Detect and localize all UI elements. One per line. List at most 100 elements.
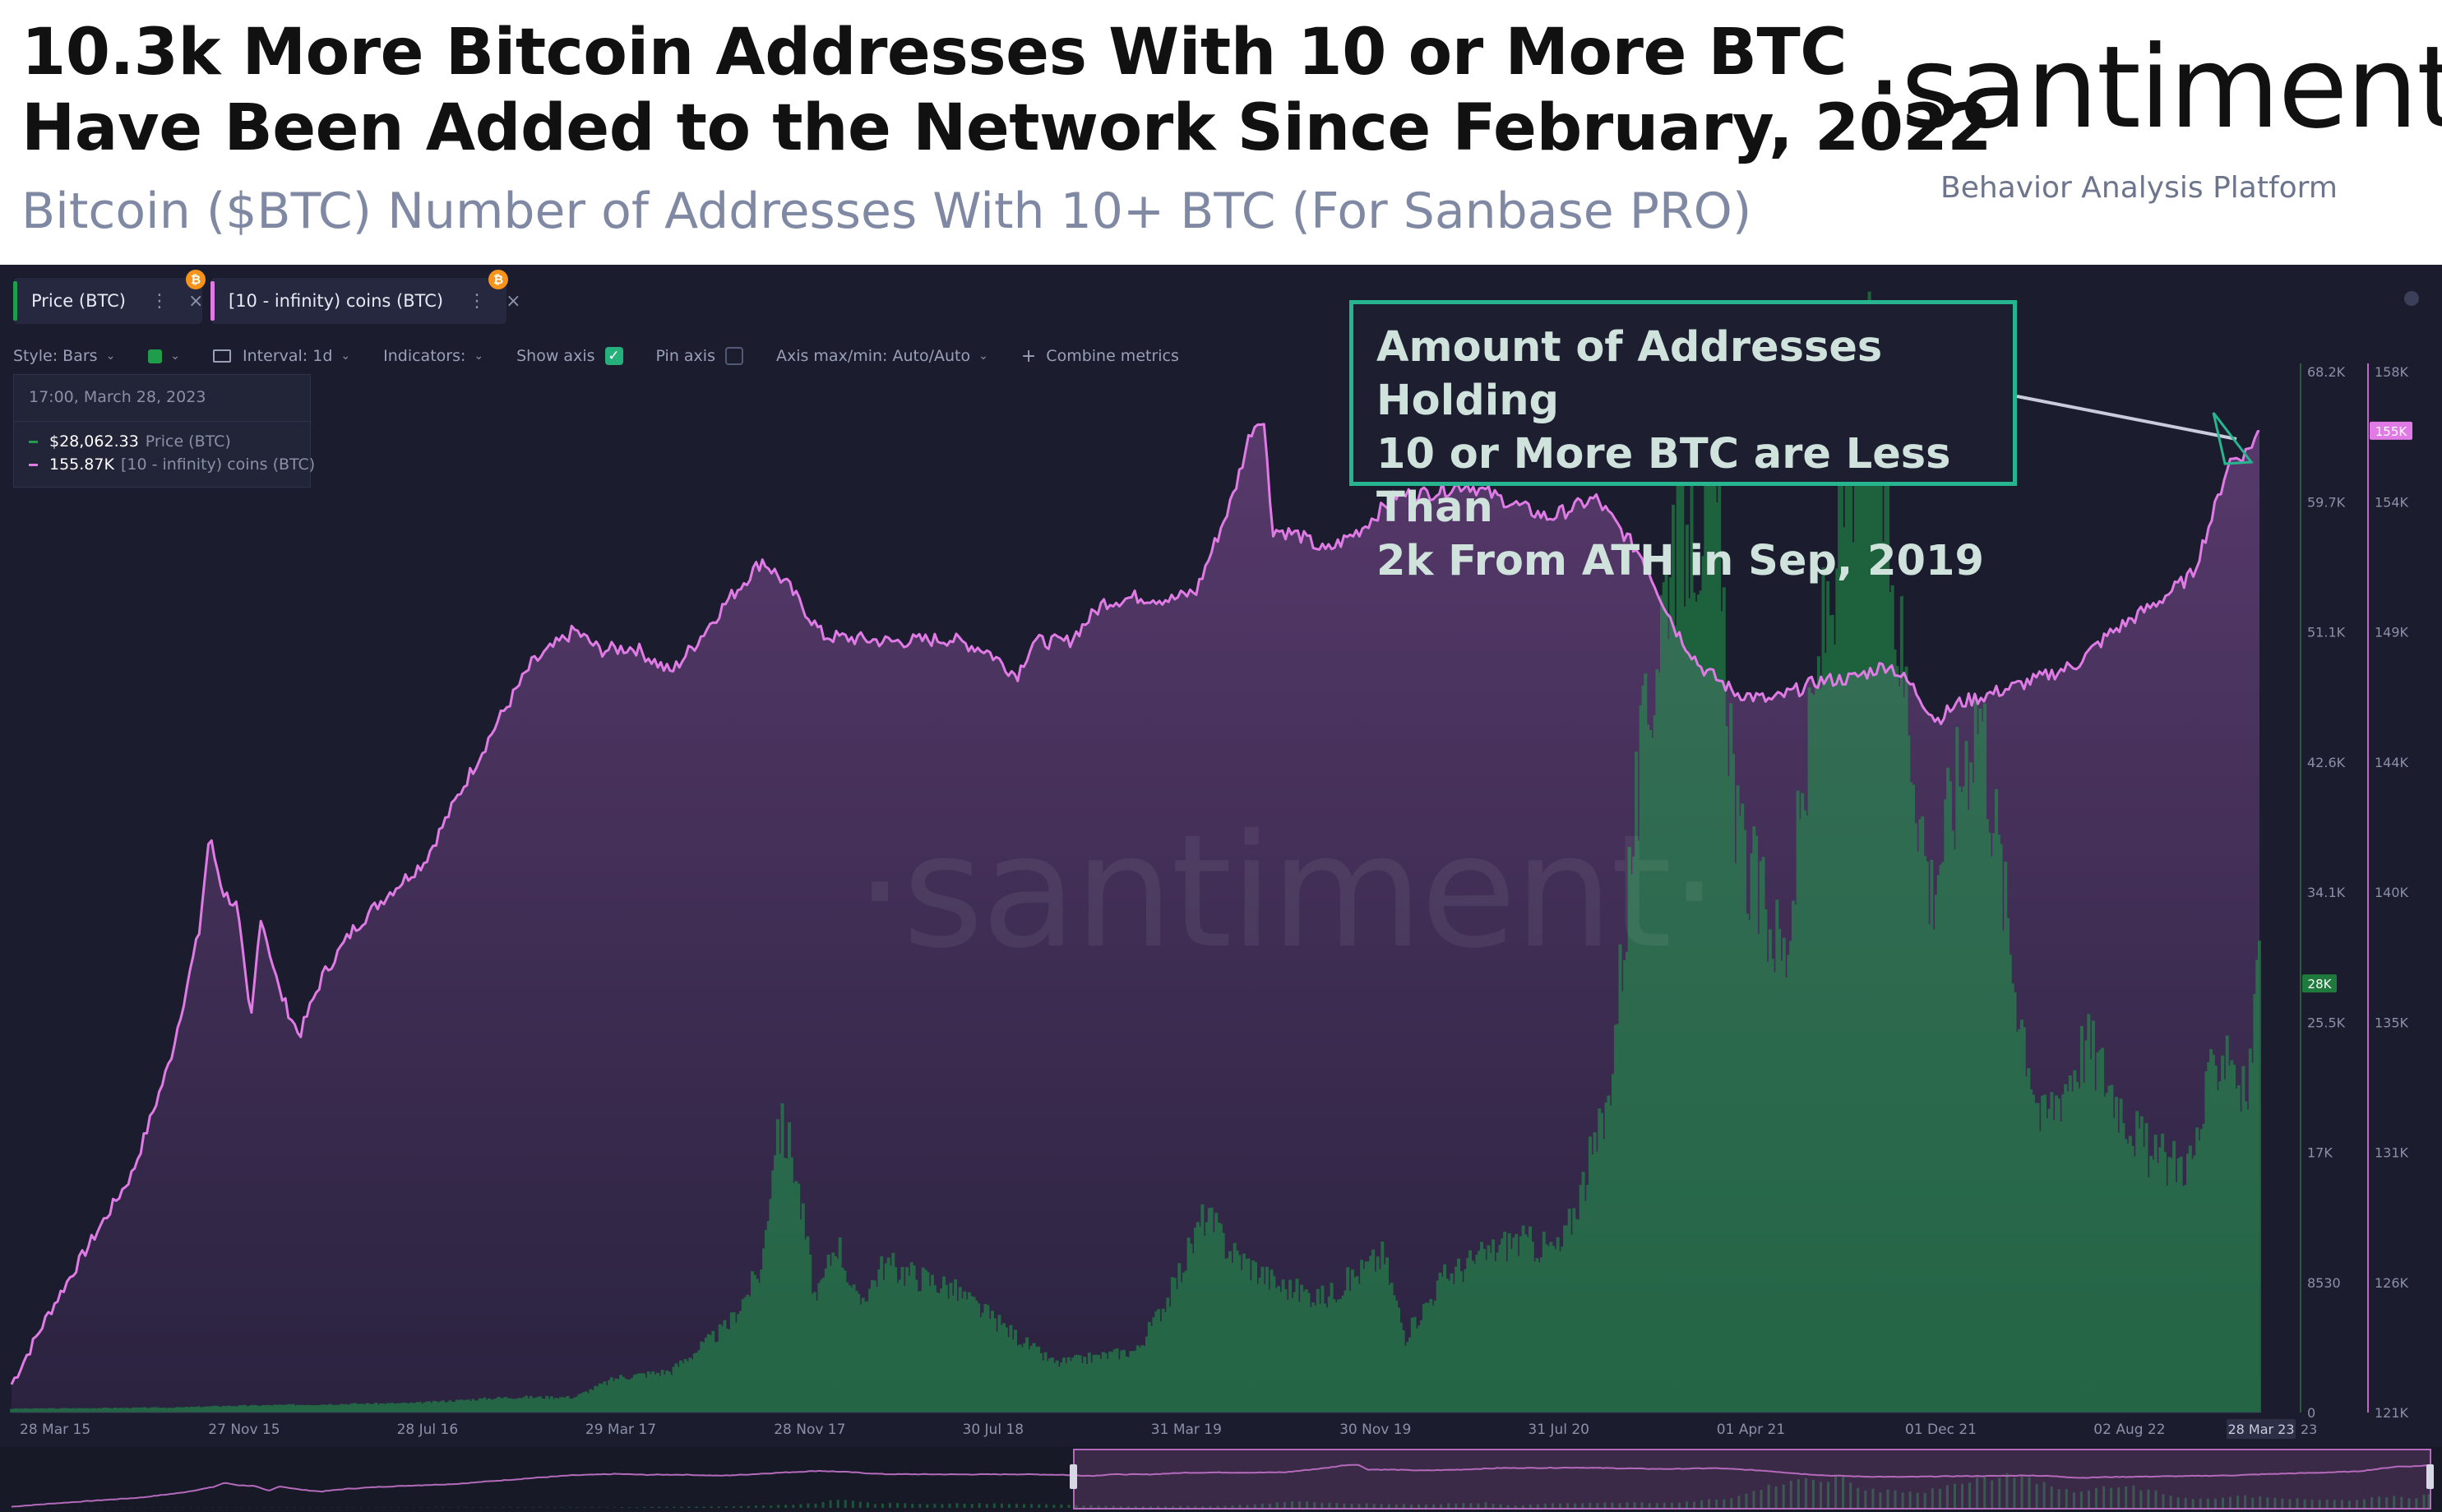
plus-icon: + [1020, 345, 1037, 367]
y-left-tick-label: 0 [2307, 1405, 2315, 1421]
y-left-tick-label: 8530 [2307, 1275, 2341, 1291]
page-title: 10.3k More Bitcoin Addresses With 10 or … [21, 16, 1992, 165]
price-marker-label: 28K [2308, 977, 2333, 992]
axis-mode-select[interactable]: Axis max/min: Auto/Auto ⌄ [776, 347, 988, 365]
navigator-selection [1073, 1449, 2431, 1510]
tab-price-btc[interactable]: Price (BTC) ⋮ × ₿ [13, 270, 206, 324]
tab-color-stripe [13, 281, 17, 321]
annotation-arrow-head [2212, 412, 2254, 465]
close-icon[interactable]: × [187, 290, 204, 312]
y-right-tick-label: 135K [2375, 1015, 2409, 1030]
more-icon[interactable]: ⋮ [150, 290, 169, 312]
x-tick-label: 30 Jul 18 [963, 1422, 1024, 1438]
chevron-down-icon: ⌄ [105, 349, 116, 363]
chart-tooltip: 17:00, March 28, 2023 $28,062.33 Price (… [13, 374, 315, 488]
tooltip-coins-name: [10 - infinity) coins (BTC) [120, 455, 316, 474]
show-axis-toggle[interactable]: Show axis ✓ [516, 347, 623, 365]
tab-label: Price (BTC) [31, 291, 126, 311]
interval-label: Interval: 1d [243, 347, 333, 365]
color-swatch [148, 349, 163, 363]
tooltip-coins-row: 155.87K [10 - infinity) coins (BTC) [29, 455, 315, 474]
y-right-tick-label: 131K [2375, 1145, 2409, 1161]
bitcoin-icon: ₿ [186, 270, 206, 289]
annotation-arrow-line [2016, 395, 2237, 441]
interval-select[interactable]: Interval: 1d ⌄ [213, 347, 350, 365]
style-label: Style: Bars [13, 347, 98, 365]
y-left-tick-label: 17K [2307, 1145, 2333, 1161]
tab-color-stripe [210, 281, 215, 321]
tooltip-price-name: Price (BTC) [145, 432, 231, 451]
header: 10.3k More Bitcoin Addresses With 10 or … [0, 0, 2442, 265]
x-tick-label: 28 Nov 17 [774, 1422, 845, 1438]
annotation-callout: Amount of Addresses Holding 10 or More B… [1349, 300, 2017, 585]
x-tick-label: 31 Jul 20 [1528, 1422, 1589, 1438]
coins-marker-label: 155K [2375, 424, 2408, 439]
x-tick-label: 02 Aug 22 [2093, 1422, 2165, 1438]
chart-toolbar: Style: Bars ⌄ ⌄ Interval: 1d ⌄ Indicator… [13, 335, 1212, 377]
y-right-tick-label: 121K [2375, 1405, 2409, 1421]
indicators-label: Indicators: [383, 347, 466, 365]
navigator-coins-line [11, 1463, 2429, 1508]
show-axis-label: Show axis [516, 347, 595, 365]
settings-icon[interactable] [2404, 291, 2419, 306]
price-marker-badge [2302, 974, 2337, 993]
x-tick-label: 31 Mar 19 [1151, 1422, 1222, 1438]
y-right-tick-label: 149K [2375, 625, 2409, 640]
style-select[interactable]: Style: Bars ⌄ [13, 347, 115, 365]
navigator-price-bars [10, 1473, 2430, 1508]
x-tick-label: 29 Mar 17 [585, 1422, 656, 1438]
x-tick-label: 01 Dec 21 [1905, 1422, 1977, 1438]
check-icon[interactable]: ✓ [604, 347, 623, 365]
calendar-icon [213, 349, 232, 363]
tooltip-coins-value: 155.87K [49, 455, 114, 474]
y-left-tick-label: 59.7K [2307, 494, 2346, 510]
coins-line [10, 423, 2260, 1385]
tooltip-date: 17:00, March 28, 2023 [29, 388, 206, 406]
x-tick-label: 28 Jul 16 [397, 1422, 459, 1438]
x-end-suffix: 23 [2301, 1422, 2317, 1437]
page-subtitle: Bitcoin ($BTC) Number of Addresses With … [21, 183, 1752, 240]
legend-marker [29, 463, 38, 466]
chevron-down-icon: ⌄ [474, 349, 484, 363]
y-left-tick-label: 25.5K [2307, 1015, 2346, 1030]
tab-coins-metric[interactable]: [10 - infinity) coins (BTC) ⋮ × ₿ [210, 270, 521, 324]
y-left-tick-label: 68.2K [2307, 364, 2346, 380]
price-bars [10, 291, 2261, 1413]
y-right-tick-label: 154K [2375, 494, 2409, 510]
x-tick-label: 30 Nov 19 [1339, 1422, 1411, 1438]
divider [14, 421, 310, 422]
y-left-tick-label: 42.6K [2307, 755, 2346, 770]
bitcoin-icon: ₿ [488, 270, 508, 289]
santiment-logo: ·santiment· [1866, 21, 2442, 154]
chart-watermark: ·santiment· [855, 801, 1719, 983]
legend-marker [29, 440, 38, 443]
navigator-handle-left [1070, 1464, 1077, 1489]
x-end-label: 28 Mar 23 [2227, 1422, 2294, 1437]
brand-tagline: Behavior Analysis Platform [1940, 171, 2338, 205]
axis-mode-label: Axis max/min: Auto/Auto [775, 347, 971, 365]
navigator-handle-right [2426, 1464, 2434, 1489]
pin-axis-checkbox[interactable] [724, 347, 743, 365]
y-left-tick-label: 51.1K [2307, 625, 2346, 640]
navigator-background [0, 1446, 2442, 1512]
color-select[interactable]: ⌄ [148, 349, 180, 363]
combine-metrics-label: Combine metrics [1046, 347, 1179, 365]
x-tick-label: 01 Apr 21 [1717, 1422, 1785, 1438]
more-icon[interactable]: ⋮ [468, 290, 487, 312]
y-right-tick-label: 140K [2375, 885, 2409, 900]
x-end-badge [2227, 1419, 2296, 1439]
pin-axis-label: Pin axis [655, 347, 715, 365]
tab-label: [10 - infinity) coins (BTC) [229, 291, 444, 311]
pin-axis-toggle[interactable]: Pin axis [656, 347, 743, 365]
indicators-select[interactable]: Indicators: ⌄ [383, 347, 483, 365]
y-right-tick-label: 144K [2375, 755, 2409, 770]
combine-metrics-button[interactable]: + Combine metrics [1021, 346, 1179, 367]
tooltip-price-row: $28,062.33 Price (BTC) [29, 432, 231, 451]
x-tick-label: 27 Nov 15 [208, 1422, 280, 1438]
y-right-tick-label: 126K [2375, 1275, 2409, 1291]
chevron-down-icon: ⌄ [340, 349, 351, 363]
chart-canvas[interactable]: 0 8530 17K 25.5K 34.1K 42.6K 51.1K 59.7K 68.2K 12… [0, 265, 2442, 1512]
chart-panel: 0 8530 17K 25.5K 34.1K 42.6K 51.1K 59.7K 68.2K 12… [0, 265, 2442, 1512]
chevron-down-icon: ⌄ [978, 349, 988, 363]
close-icon[interactable]: × [506, 290, 521, 312]
